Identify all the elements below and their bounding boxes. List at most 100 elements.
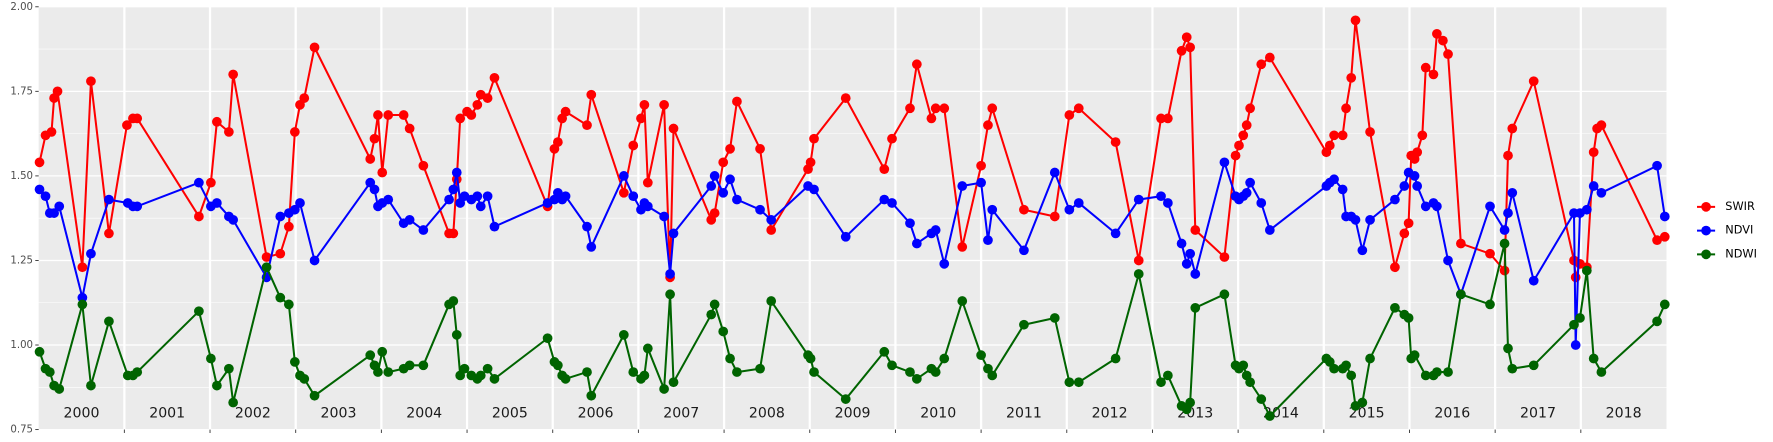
data-point	[983, 120, 993, 131]
data-point	[976, 177, 986, 188]
data-point	[709, 171, 720, 181]
data-point	[642, 201, 653, 212]
data-point	[1064, 377, 1075, 388]
data-point	[104, 316, 114, 327]
data-point	[560, 191, 571, 202]
data-point	[482, 363, 493, 374]
data-point	[475, 201, 486, 212]
data-point	[472, 191, 483, 202]
data-point	[1596, 187, 1607, 198]
data-point	[1456, 289, 1466, 300]
data-point	[668, 123, 679, 134]
data-point	[1575, 313, 1585, 323]
data-point	[642, 343, 653, 354]
data-point	[1499, 238, 1510, 249]
data-point	[1185, 248, 1196, 259]
data-point	[455, 113, 466, 124]
data-point	[194, 211, 204, 222]
data-point	[444, 194, 454, 205]
data-point	[1190, 302, 1201, 313]
data-point	[1219, 289, 1230, 300]
data-point	[1019, 204, 1029, 215]
data-point	[1365, 127, 1375, 137]
data-point	[1346, 370, 1357, 381]
data-point	[1412, 147, 1423, 158]
data-point	[418, 360, 429, 371]
data-point	[618, 171, 629, 181]
data-point	[77, 299, 88, 310]
data-point	[289, 127, 300, 137]
data-point	[1049, 167, 1060, 178]
legend-key-point	[1701, 202, 1711, 212]
data-point	[1337, 130, 1348, 141]
data-point	[1245, 177, 1255, 188]
legend-key-point	[1701, 225, 1711, 236]
data-point	[879, 164, 890, 174]
data-point	[1156, 191, 1166, 202]
data-point	[398, 110, 409, 120]
data-point	[725, 353, 735, 364]
data-point	[261, 262, 272, 273]
data-point	[1588, 353, 1599, 364]
data-point	[1403, 313, 1414, 323]
data-point	[976, 160, 986, 171]
data-point	[809, 184, 819, 195]
data-point	[1417, 130, 1428, 141]
data-point	[1420, 370, 1431, 381]
data-point	[1507, 363, 1518, 374]
data-point	[482, 93, 493, 103]
data-point	[224, 363, 234, 374]
data-point	[887, 133, 897, 144]
data-point	[1528, 275, 1539, 286]
data-point	[1049, 211, 1060, 222]
data-point	[718, 157, 729, 168]
data-point	[983, 235, 993, 246]
data-point	[586, 390, 597, 401]
data-point	[34, 157, 45, 168]
data-point	[911, 59, 922, 70]
data-point	[1581, 204, 1592, 215]
legend-key-point	[1701, 249, 1711, 260]
data-point	[911, 373, 922, 384]
data-point	[52, 86, 63, 97]
data-point	[840, 231, 851, 242]
data-point	[1241, 120, 1252, 131]
data-point	[1507, 187, 1518, 198]
year-label: 2006	[578, 406, 614, 422]
data-point	[840, 93, 851, 103]
data-point	[553, 137, 563, 147]
data-point	[289, 357, 300, 367]
data-point	[879, 346, 890, 357]
data-point	[448, 296, 459, 306]
data-point	[725, 143, 735, 154]
year-label: 2005	[492, 406, 528, 422]
year-label: 2004	[406, 406, 442, 422]
data-point	[1329, 130, 1339, 141]
data-point	[905, 103, 915, 114]
y-tick-label: 1.50	[10, 171, 33, 182]
data-point	[1238, 360, 1249, 371]
data-point	[1420, 201, 1431, 212]
data-point	[659, 384, 669, 394]
data-point	[725, 174, 735, 185]
data-point	[1110, 228, 1121, 239]
data-point	[628, 367, 639, 377]
data-point	[1341, 103, 1351, 114]
year-label: 2001	[149, 406, 185, 422]
data-point	[418, 225, 429, 235]
data-point	[1652, 316, 1662, 327]
data-point	[1588, 181, 1599, 191]
data-point	[1176, 238, 1187, 249]
series-group	[34, 15, 1670, 283]
data-point	[206, 177, 216, 188]
data-point	[40, 191, 51, 202]
data-point	[1365, 215, 1375, 225]
data-point	[930, 103, 941, 114]
data-point	[418, 160, 429, 171]
data-point	[560, 106, 571, 117]
data-point	[709, 208, 720, 218]
data-point	[1485, 248, 1495, 259]
data-point	[1350, 215, 1361, 225]
data-point	[1659, 299, 1670, 310]
data-point	[369, 133, 380, 144]
